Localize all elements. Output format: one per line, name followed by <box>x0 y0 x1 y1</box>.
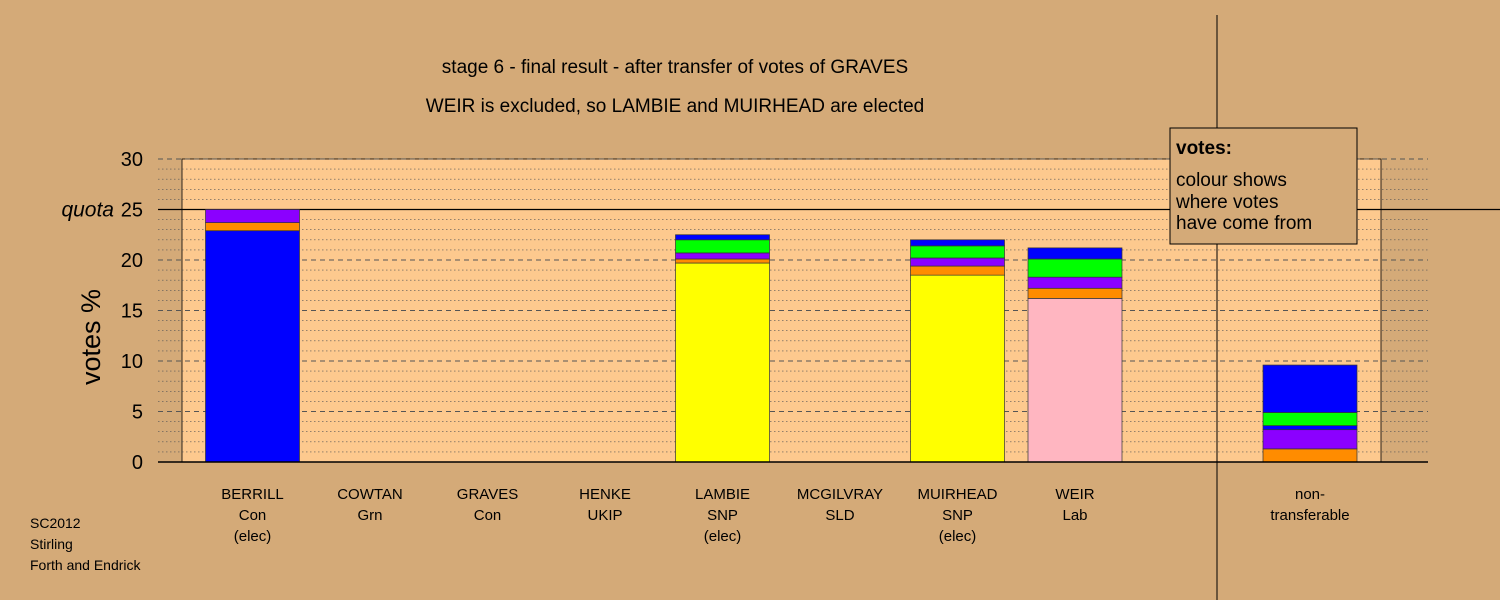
bar-segment-weir-1 <box>1027 287 1123 299</box>
bar-segment-muirhead-2 <box>910 257 1005 267</box>
bar-segment-weir-0 <box>1027 298 1123 463</box>
bars <box>205 209 1358 463</box>
y-tick-label: 15 <box>121 301 143 323</box>
source-line-3: Forth and Endrick <box>30 557 141 573</box>
bar-segment-weir-3 <box>1027 258 1123 278</box>
source-line-1: SC2012 <box>30 515 81 531</box>
legend-title: votes: <box>1176 138 1232 159</box>
bar-segment-weir-4 <box>1027 247 1123 260</box>
bar-segment-lambie-4 <box>675 234 770 241</box>
bar-segment-non-4 <box>1262 364 1358 413</box>
legend-line-1: colour shows <box>1176 170 1287 191</box>
y-tick-label: 20 <box>121 250 143 272</box>
bar-segment-lambie-3 <box>675 239 770 254</box>
source-info: SC2012 Stirling Forth and Endrick <box>30 515 141 573</box>
x-tick-label: BERRILL Con (elec) <box>221 486 284 545</box>
bar-segment-muirhead-3 <box>910 245 1005 259</box>
y-tick-label: 5 <box>132 402 143 424</box>
x-tick-label: GRAVES Con <box>457 486 518 524</box>
bar-segment-berrill-0 <box>205 230 300 463</box>
bar-segment-muirhead-4 <box>910 239 1005 247</box>
x-tick-label: HENKE UKIP <box>579 486 631 524</box>
y-axis-label: votes % <box>76 289 106 385</box>
x-tick-label: MUIRHEAD SNP (elec) <box>917 486 997 545</box>
x-tick-label: non-transferable <box>1270 486 1349 524</box>
bar-segment-lambie-0 <box>675 262 770 463</box>
axes: 0 5 10 15 20 25 30 quota <box>61 15 1428 600</box>
bar-segment-muirhead-1 <box>910 265 1005 276</box>
x-tick-label: COWTAN Grn <box>337 486 403 524</box>
bar-segment-non-1 <box>1262 429 1358 450</box>
bar-segment-berrill-1 <box>205 222 300 232</box>
x-tick-label: WEIR Lab <box>1055 486 1094 524</box>
y-tick-label: 30 <box>121 149 143 171</box>
x-tick-labels: BERRILL Con (elec) COWTAN Grn GRAVES Con HENKE U… <box>221 486 1349 545</box>
legend-box: votes: colour shows where votes have com… <box>1169 127 1358 245</box>
chart-title-line-2: WEIR is excluded, so LAMBIE and MUIRHEAD… <box>426 96 924 117</box>
bar-segment-lambie-1 <box>675 258 770 264</box>
y-tick-label: 0 <box>132 452 143 474</box>
bar-segment-non-3 <box>1262 412 1358 426</box>
bar-segment-muirhead-0 <box>910 274 1005 463</box>
y-tick-label: 10 <box>121 351 143 373</box>
bar-segment-weir-2 <box>1027 276 1123 289</box>
legend-line-2: where votes <box>1175 192 1278 213</box>
quota-label: quota <box>61 199 114 222</box>
bar-segment-non-2 <box>1262 425 1358 431</box>
x-tick-label: MCGILVRAY SLD <box>797 486 883 524</box>
y-tick-label: 25 <box>121 200 143 222</box>
bar-segment-lambie-2 <box>675 252 770 260</box>
bar-segment-non-0 <box>1262 448 1358 463</box>
bar-segment-berrill-2 <box>205 209 300 223</box>
x-tick-label: LAMBIE SNP (elec) <box>695 486 750 545</box>
legend-line-3: have come from <box>1176 213 1312 234</box>
source-line-2: Stirling <box>30 536 73 552</box>
chart-title-line-1: stage 6 - final result - after transfer … <box>442 57 908 78</box>
